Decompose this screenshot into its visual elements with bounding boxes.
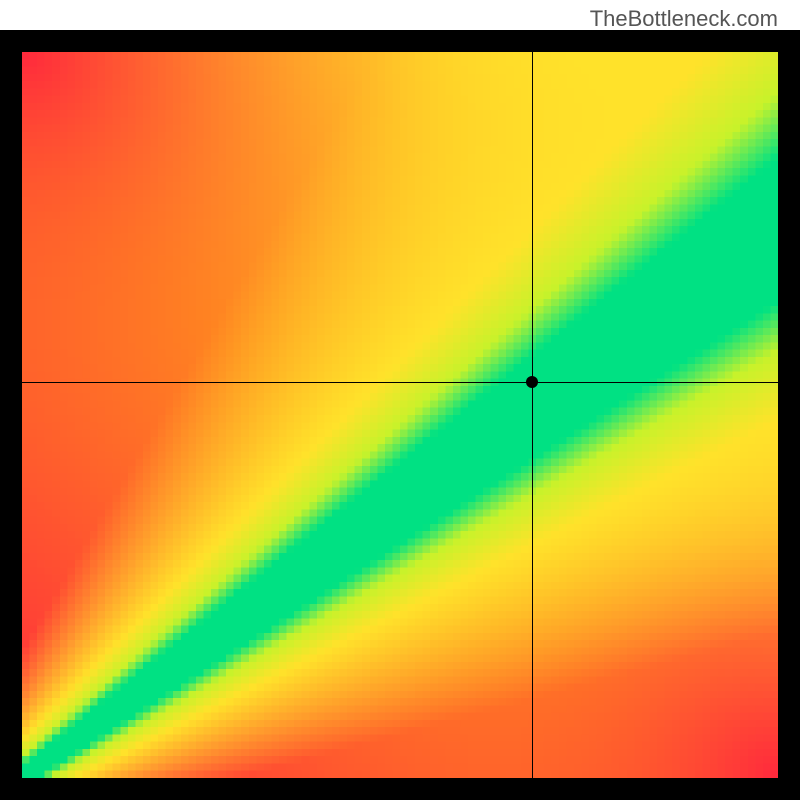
border-bottom — [0, 778, 800, 800]
crosshair-horizontal — [22, 382, 778, 383]
border-right — [778, 30, 800, 800]
watermark-text: TheBottleneck.com — [590, 6, 778, 32]
border-left — [0, 30, 22, 800]
border-top — [0, 30, 800, 52]
heatmap-canvas — [22, 52, 778, 778]
crosshair-vertical — [532, 52, 533, 778]
